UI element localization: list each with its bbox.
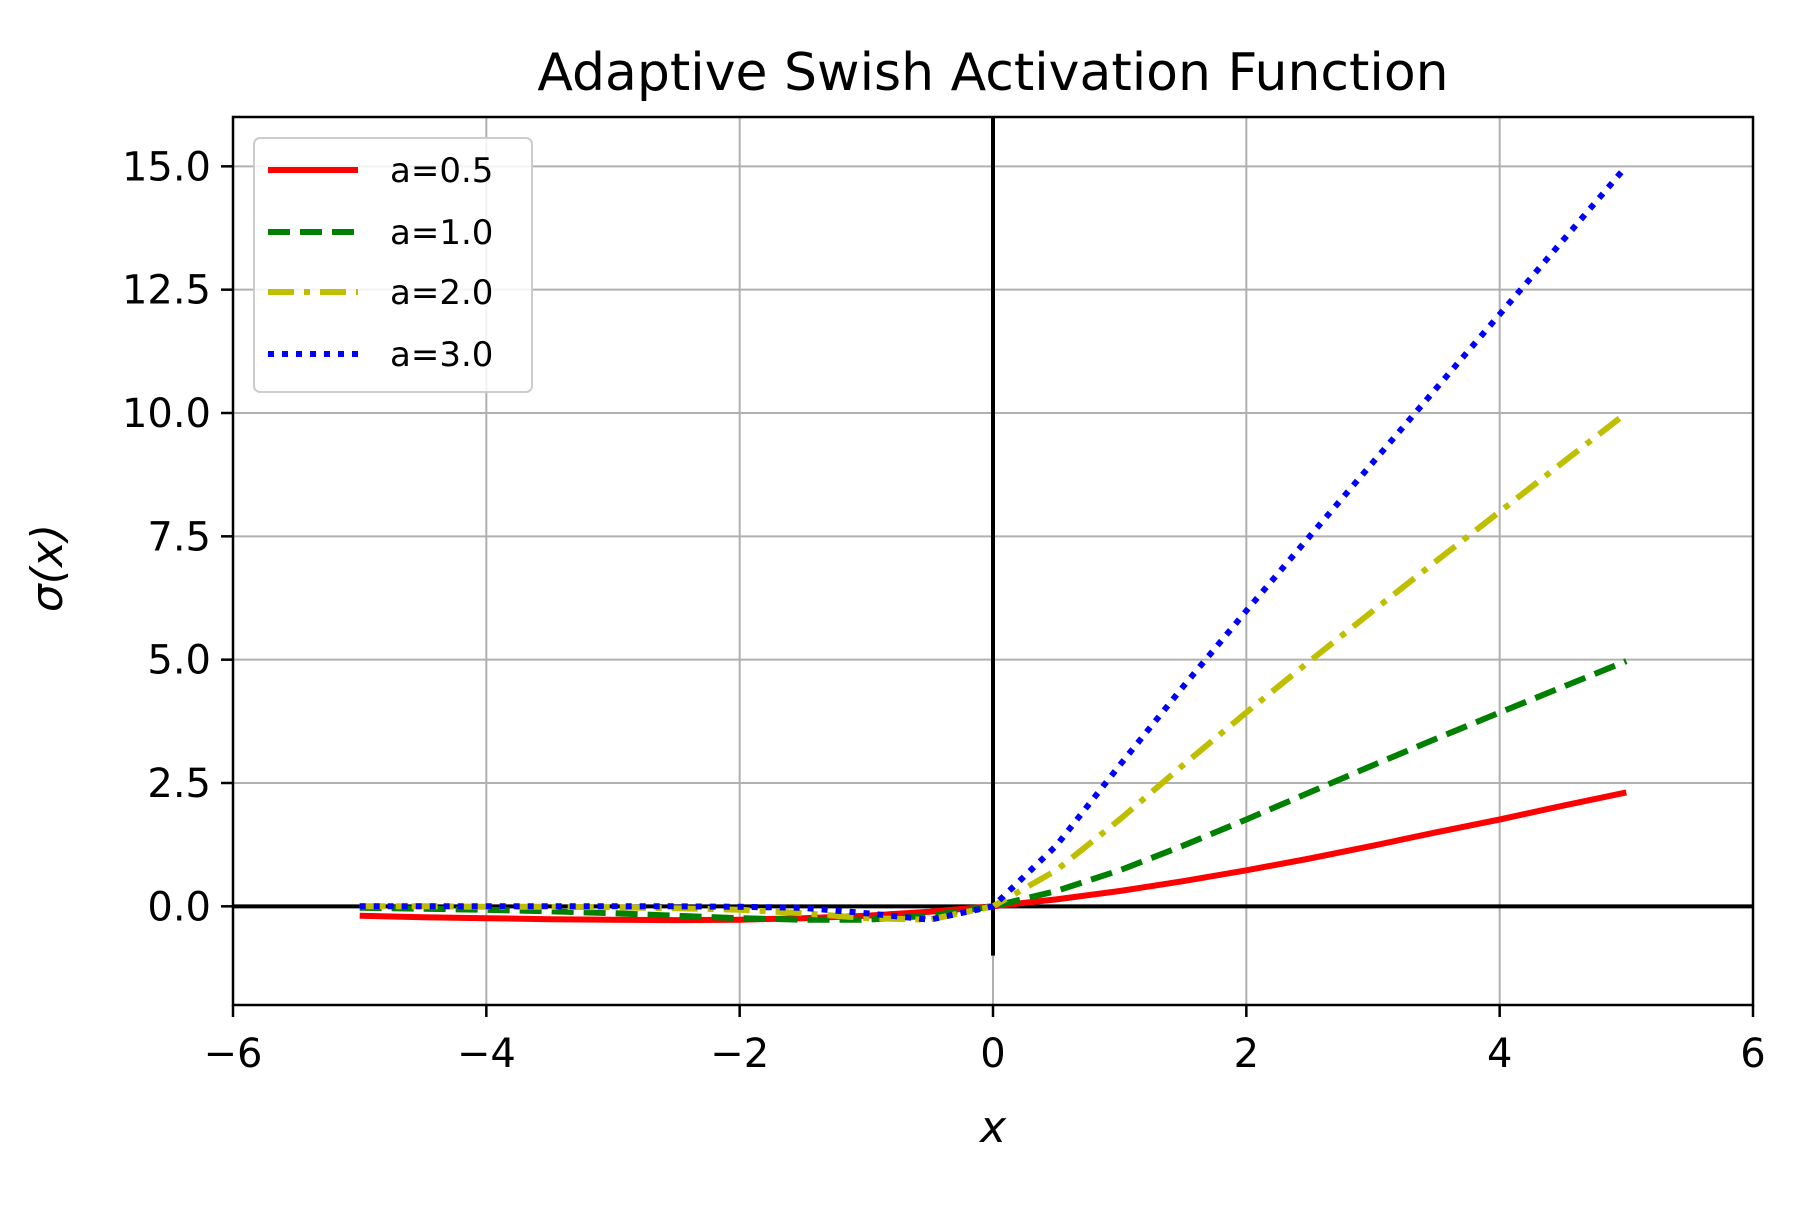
chart-title: Adaptive Swish Activation Function [537,43,1448,103]
y-tick-label: 7.5 [147,514,211,560]
legend-label-1: a=0.5 [390,151,493,191]
x-tick-label: 6 [1740,1031,1765,1077]
legend-label-2: a=1.0 [390,213,493,253]
series-line-4 [359,164,1629,923]
x-tick-label: −4 [457,1031,516,1077]
x-tick-label: 0 [980,1031,1005,1077]
y-axis-label: σ(x) [22,524,73,612]
y-tick-label: 0.0 [147,884,211,930]
y-tick-label: 10.0 [122,391,211,437]
y-tick-label: 5.0 [147,638,211,684]
legend-label-3: a=2.0 [390,273,493,313]
y-tick-label: 2.5 [147,761,211,807]
x-tick-label: 2 [1234,1031,1259,1077]
series-line-2 [359,658,1628,923]
y-tick-label: 12.5 [122,268,211,314]
x-tick-label: 4 [1487,1031,1512,1077]
x-axis-label: x [978,1102,1007,1153]
legend: a=0.5 a=1.0 a=2.0 a=3.0 [253,137,533,393]
y-tick-label: 15.0 [122,144,211,190]
legend-box [253,137,533,393]
legend-label-4: a=3.0 [390,335,493,375]
x-tick-label: −2 [710,1031,769,1077]
x-tick-label: −6 [204,1031,263,1077]
